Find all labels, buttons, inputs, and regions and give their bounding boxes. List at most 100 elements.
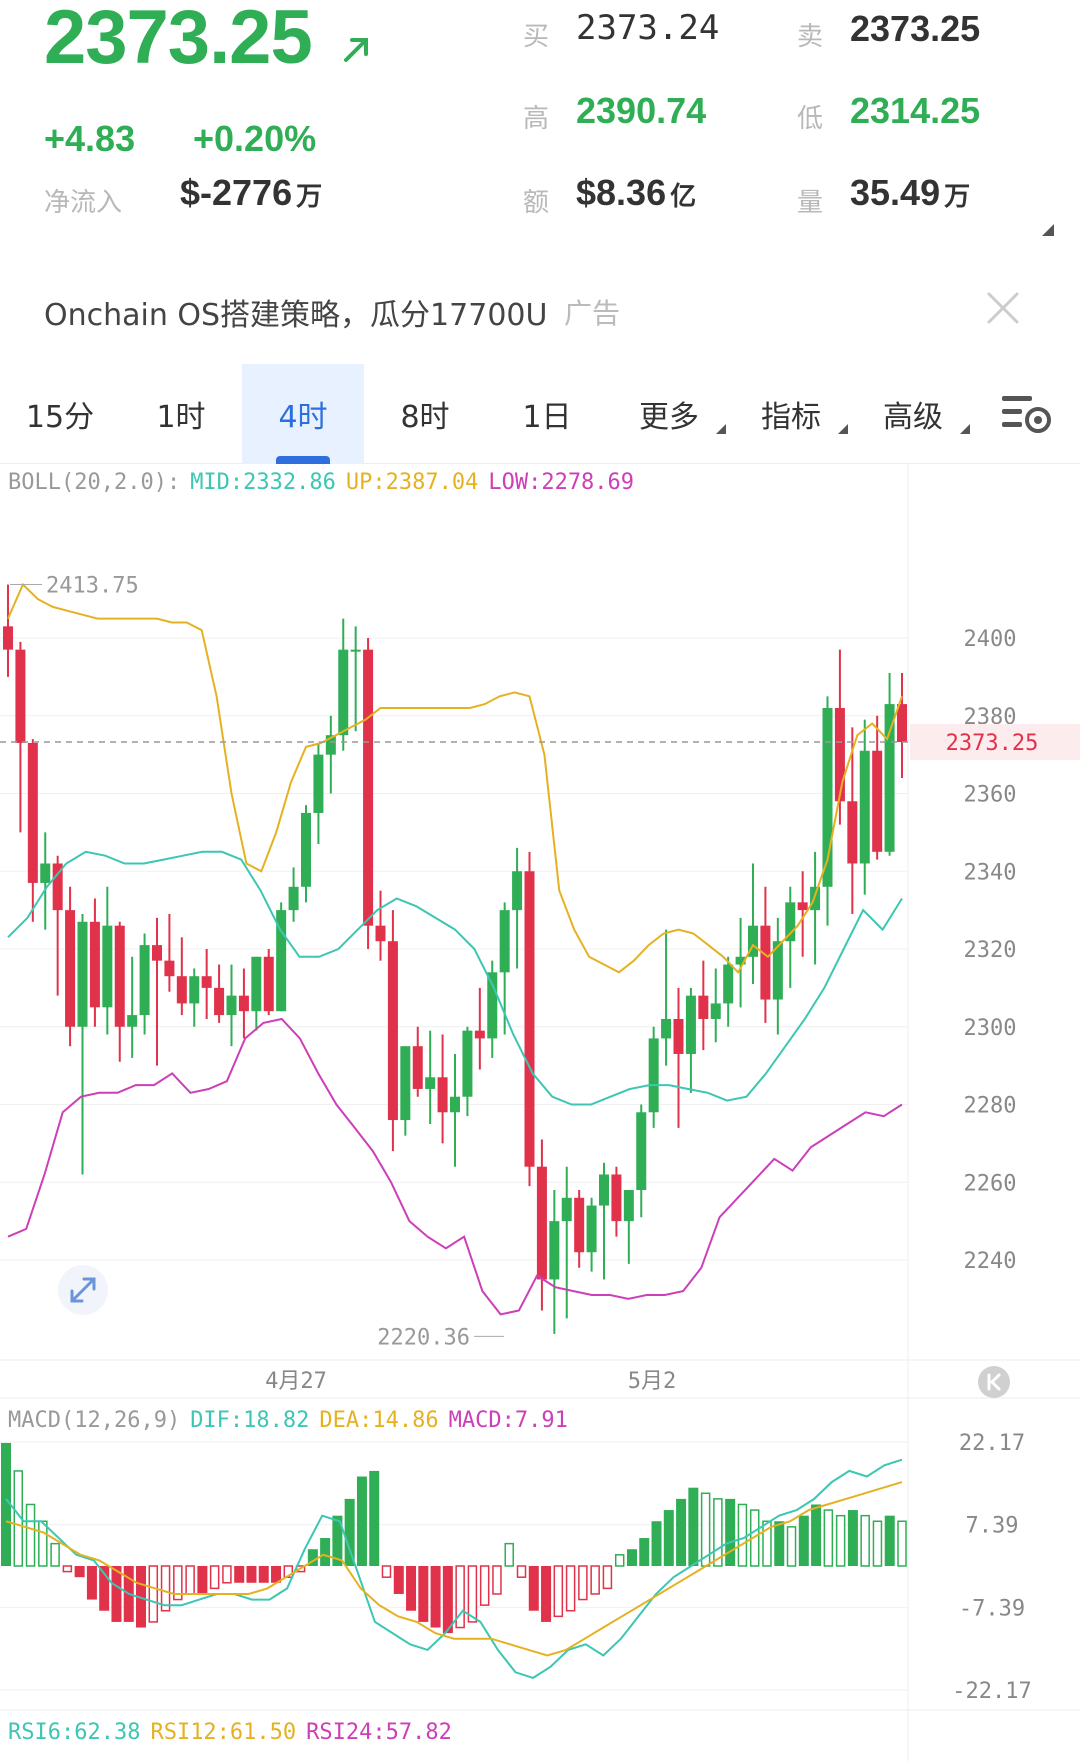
max-price-label: 2413.75 — [46, 574, 139, 599]
tab-1h[interactable]: 1时 — [156, 400, 206, 435]
candle-body — [884, 704, 895, 852]
candle-body — [723, 964, 734, 1004]
boll-name: BOLL(20,2.0): — [8, 470, 181, 495]
tab-more[interactable]: 更多 — [608, 364, 730, 464]
macd-name: MACD(12,26,9) — [8, 1408, 181, 1433]
chart-settings-icon[interactable] — [1000, 392, 1054, 436]
candle-body — [524, 871, 535, 1167]
tab-4h[interactable]: 4时 — [242, 364, 364, 464]
candle-body — [15, 649, 26, 743]
dropdown-icon — [838, 424, 848, 434]
candle-body — [797, 902, 808, 911]
candle-body — [574, 1197, 585, 1253]
candle-body — [152, 945, 162, 961]
rsi6: RSI6:62.38 — [8, 1720, 141, 1745]
date-tick-label: 5月2 — [628, 1369, 677, 1394]
candle-body — [735, 956, 746, 965]
candle-body — [685, 995, 696, 1054]
macd-bar — [688, 1487, 699, 1566]
macd-bar — [884, 1515, 895, 1566]
ad-text[interactable]: Onchain OS搭建策略，瓜分17700U — [44, 298, 548, 333]
candle-body — [822, 707, 833, 887]
macd-bar — [160, 1565, 171, 1612]
tab-15m[interactable]: 15分 — [25, 400, 95, 435]
price-tick-label: 2300 — [964, 1016, 1017, 1041]
macd-bar — [320, 1538, 331, 1566]
macd-bar — [332, 1515, 343, 1566]
expand-icon[interactable] — [58, 1265, 108, 1315]
candle-body — [561, 1197, 572, 1222]
macd-bar — [565, 1565, 576, 1612]
quote-header: 2373.25 +4.83 +0.20% 净流入 $-2776 万 买 2373.… — [0, 0, 1080, 240]
tab-indicators[interactable]: 指标 — [730, 364, 852, 464]
candle-body — [450, 1096, 460, 1113]
tab-8h[interactable]: 8时 — [400, 400, 450, 435]
candle-body — [474, 1030, 485, 1039]
tab-advanced[interactable]: 高级 — [852, 364, 974, 464]
candle-body — [77, 921, 88, 1027]
kline-chart[interactable]: 2400238023602340232023002280226022402373… — [0, 464, 1080, 1761]
current-price-tag — [910, 723, 1080, 760]
macd-bar — [663, 1510, 674, 1566]
macd-bar — [504, 1542, 514, 1567]
last-price: 2373.25 — [44, 0, 313, 80]
macd-bar — [798, 1515, 809, 1566]
tab-1d[interactable]: 1日 — [522, 400, 572, 435]
macd-bar — [725, 1498, 736, 1566]
dropdown-icon — [960, 424, 970, 434]
candle-body — [847, 801, 858, 864]
candle-body — [375, 925, 386, 942]
candle-body — [834, 707, 845, 802]
macd-bar — [860, 1514, 870, 1567]
macd-dea-line — [5, 1481, 903, 1657]
candle-body — [363, 649, 374, 926]
candle-body — [512, 871, 523, 911]
candle-body — [400, 1046, 411, 1121]
macd-tick-label: -7.39 — [959, 1596, 1025, 1621]
macd-bar — [234, 1566, 245, 1583]
jump-to-latest-icon[interactable] — [978, 1366, 1010, 1398]
candle-body — [313, 754, 324, 813]
macd-bar — [111, 1566, 122, 1622]
macd-bar — [25, 1503, 36, 1567]
candle-body — [263, 956, 274, 1012]
macd-tick-label: 7.39 — [966, 1514, 1019, 1539]
dropdown-icon — [716, 424, 726, 434]
macd-bar — [1, 1442, 11, 1566]
candle-body — [710, 1003, 721, 1019]
candle-body — [536, 1166, 547, 1280]
macd-bar — [185, 1565, 195, 1595]
macd-dea: DEA:14.86 — [319, 1408, 439, 1433]
candle-body — [499, 910, 510, 973]
candle-body — [785, 902, 796, 942]
candle-body — [52, 863, 63, 911]
boll-upper-line — [7, 582, 903, 974]
macd-bar — [467, 1565, 478, 1623]
rsi-legend: RSI6:62.38 RSI12:61.50 RSI24:57.82 — [8, 1720, 462, 1745]
high-label: 高 — [523, 104, 550, 134]
macd-bar — [713, 1498, 723, 1567]
price-tick-label: 2280 — [964, 1094, 1017, 1119]
price-tick-label: 2320 — [964, 938, 1017, 963]
current-price-label: 2373.25 — [946, 731, 1039, 756]
min-price-label: 2220.36 — [377, 1325, 470, 1350]
macd-bar — [541, 1566, 552, 1622]
macd-dif-line — [5, 1458, 903, 1679]
candle-body — [611, 1174, 622, 1222]
price-tick-label: 2340 — [964, 860, 1017, 885]
candle-body — [859, 750, 870, 864]
candle-body — [201, 976, 212, 988]
macd-bar — [847, 1510, 858, 1566]
candle-body — [748, 925, 758, 957]
price-tick-label: 2400 — [964, 627, 1017, 652]
macd-bar — [455, 1565, 465, 1629]
close-icon[interactable] — [985, 290, 1021, 326]
macd-bar — [356, 1476, 367, 1566]
candle-body — [462, 1030, 473, 1097]
candle-body — [599, 1174, 609, 1206]
candle-body — [661, 1018, 672, 1039]
amount-value: $8.36 亿 — [576, 172, 697, 213]
macd-bar — [369, 1470, 380, 1566]
expand-corner-icon[interactable] — [1042, 224, 1054, 236]
macd-bar — [148, 1565, 159, 1623]
